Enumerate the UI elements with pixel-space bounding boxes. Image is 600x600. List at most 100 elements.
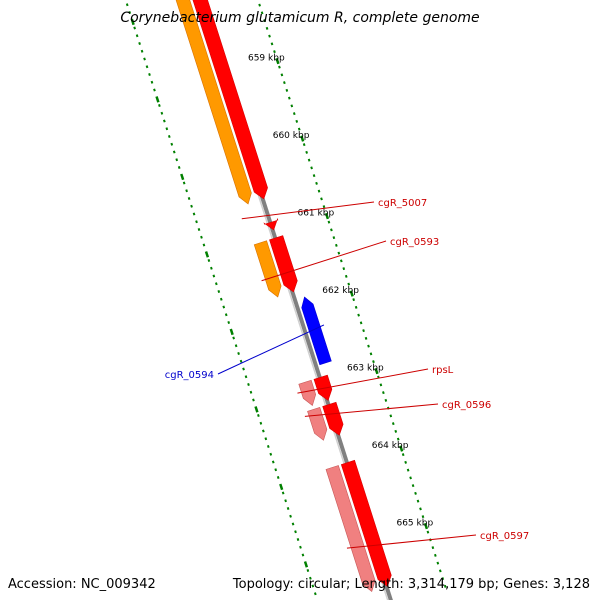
tick-mark-left — [268, 34, 271, 38]
tick-mark-left — [300, 135, 305, 142]
tick-mark-right — [138, 41, 141, 45]
tick-mark-left — [278, 65, 281, 69]
tick-mark-left — [275, 57, 280, 65]
tick-mark-left — [438, 569, 442, 573]
tick-mark-left — [406, 468, 410, 472]
tick-mark-right — [172, 150, 176, 154]
tick-mark-right — [232, 336, 235, 340]
tick-mark-left — [391, 422, 395, 426]
tick-mark-right — [163, 119, 166, 123]
tick-mark-right — [234, 344, 238, 348]
tick-mark-right — [128, 10, 132, 14]
tick-mark-left — [416, 499, 420, 503]
tick-mark-right — [204, 251, 210, 258]
tick-mark-right — [135, 34, 139, 38]
tick-mark-left — [265, 26, 269, 30]
tick-mark-left — [290, 104, 294, 108]
tick-mark-right — [309, 576, 312, 580]
tick-mark-right — [210, 266, 213, 270]
tick-mark-right — [237, 351, 240, 355]
tick-mark-left — [401, 453, 405, 457]
tick-mark-right — [143, 57, 146, 61]
gene-leader-line — [241, 201, 375, 220]
tick-mark-right — [153, 88, 156, 92]
tick-mark-right — [224, 313, 228, 317]
cds-arrow-cgR_0597 — [340, 459, 392, 587]
tick-mark-right — [148, 72, 151, 76]
tick-mark-right — [284, 499, 287, 503]
tick-layer — [125, 3, 447, 600]
gene-label-cgR_0594: cgR_0594 — [165, 370, 214, 381]
cds-arrow-cgR_0593 — [269, 235, 298, 293]
gene-label-cgR_0597: cgR_0597 — [480, 531, 529, 542]
kbp-label: 659 kbp — [248, 53, 285, 63]
tick-mark-right — [212, 274, 216, 278]
kbp-label: 664 kbp — [372, 441, 409, 451]
tick-mark-right — [259, 421, 263, 425]
tick-mark-left — [426, 530, 430, 534]
cds-arrow-cgR_0594 — [301, 296, 332, 366]
gene-label-cgR_5007: cgR_5007 — [378, 198, 427, 209]
tick-mark-right — [244, 375, 248, 379]
tick-mark-left — [339, 259, 343, 263]
tick-mark-right — [239, 359, 243, 363]
tick-mark-left — [285, 88, 289, 92]
kbp-label: 663 kbp — [347, 363, 384, 373]
tick-mark-left — [396, 437, 400, 441]
tick-mark-right — [160, 111, 164, 115]
tick-mark-left — [421, 515, 425, 519]
tick-mark-right — [222, 305, 226, 309]
cds-arrow-outer-cgR_0597 — [325, 465, 376, 593]
tick-mark-right — [229, 328, 234, 336]
tick-mark-left — [317, 189, 321, 193]
features-layer — [175, 0, 392, 593]
tick-mark-left — [315, 181, 318, 185]
tick-mark-left — [399, 445, 404, 452]
tick-mark-left — [379, 383, 383, 387]
tick-mark-left — [419, 507, 422, 511]
tick-mark-left — [411, 484, 415, 488]
tick-mark-right — [140, 49, 144, 53]
tick-mark-right — [180, 173, 185, 181]
tick-mark-left — [404, 460, 407, 464]
tick-mark-left — [302, 143, 306, 147]
tick-mark-left — [307, 158, 311, 162]
tick-mark-right — [252, 398, 255, 402]
tick-mark-right — [294, 530, 297, 534]
tick-mark-left — [382, 391, 385, 395]
tick-mark-left — [436, 561, 440, 565]
tick-mark-left — [384, 398, 388, 402]
tick-mark-right — [296, 537, 300, 541]
gene-leader-line — [304, 403, 439, 417]
tick-mark-left — [327, 220, 331, 224]
tick-mark-right — [167, 134, 171, 138]
tick-mark-left — [441, 577, 445, 581]
tick-mark-right — [257, 413, 260, 417]
gene-label-cgR_0593: cgR_0593 — [390, 237, 439, 248]
accession-text: Accession: NC_009342 — [8, 577, 156, 592]
tick-mark-left — [347, 282, 351, 286]
tick-mark-left — [332, 236, 336, 240]
kbp-label: 661 kbp — [297, 208, 334, 218]
tick-mark-right — [145, 65, 149, 69]
cds-arrow-outer-rpsL — [298, 379, 317, 407]
tick-mark-left — [431, 546, 435, 550]
tick-mark-left — [280, 73, 284, 77]
tick-mark-left — [349, 290, 354, 297]
tick-mark-right — [165, 127, 169, 131]
tick-mark-left — [335, 243, 338, 247]
tick-mark-left — [263, 19, 266, 23]
tick-mark-right — [130, 18, 135, 26]
tick-mark-right — [249, 390, 253, 394]
tick-mark-right — [187, 196, 191, 200]
tick-mark-right — [281, 491, 285, 495]
tick-mark-left — [434, 553, 437, 557]
tick-mark-right — [247, 382, 250, 386]
tick-mark-right — [195, 220, 198, 224]
tick-mark-right — [150, 80, 154, 84]
gene-leader-line — [217, 324, 325, 375]
tick-mark-left — [364, 336, 368, 340]
tick-mark-left — [324, 212, 330, 220]
tick-mark-left — [330, 228, 333, 232]
